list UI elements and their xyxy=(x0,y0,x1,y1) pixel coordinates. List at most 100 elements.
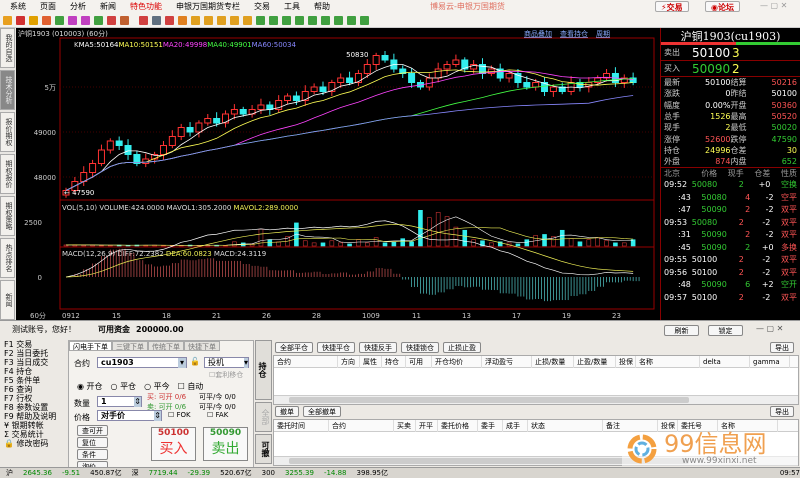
column-header[interactable]: 合约 xyxy=(329,419,394,432)
toolbar-button-icon[interactable] xyxy=(308,15,317,25)
tree-item[interactable]: F5 条件单 xyxy=(4,376,41,385)
toolbar-button-icon[interactable] xyxy=(139,15,148,25)
toolbar-button-icon[interactable] xyxy=(230,15,239,25)
menu-item[interactable]: 申银万国期货专栏 xyxy=(176,2,240,11)
position-action-button[interactable]: 快捷锁仓 xyxy=(401,342,439,353)
toolbar-button-icon[interactable] xyxy=(107,15,116,25)
sell-button[interactable]: 50090 卖出 xyxy=(203,427,248,461)
toolbar-button-icon[interactable] xyxy=(94,15,103,25)
left-tab[interactable]: 技术分析 xyxy=(0,70,15,110)
orders-table[interactable]: 委托时间 合约 买卖 开平 委托价格 委手 成手 状态 备注 投保 委托号 名称 xyxy=(273,419,799,466)
column-header[interactable]: 名称 xyxy=(636,355,700,368)
panel-window-controls[interactable]: — ▢ ✕ xyxy=(756,324,784,333)
column-header[interactable]: delta xyxy=(700,355,750,368)
column-header[interactable]: 委手 xyxy=(478,419,503,432)
offset-radios[interactable]: ◉ 开仓 ○ 平仓 ○ 平今 ☐ 自动 xyxy=(77,381,203,392)
menu-item[interactable]: 系统 xyxy=(10,2,26,11)
menu-item[interactable]: 新闻 xyxy=(100,2,116,11)
order-tabs[interactable]: 闪电手下单 三键下单 传统下单 快捷下单 xyxy=(69,341,253,351)
position-action-button[interactable]: 止损止盈 xyxy=(443,342,481,353)
tab-all-orders[interactable]: 全部 xyxy=(255,402,272,432)
column-header[interactable]: 投保 xyxy=(658,419,678,432)
toolbar-button-icon[interactable] xyxy=(120,15,129,25)
toolbar-button-icon[interactable] xyxy=(243,15,252,25)
order-side-button[interactable]: 复位 xyxy=(77,437,108,448)
toolbar-button-icon[interactable] xyxy=(360,15,369,25)
lock-icon[interactable]: 🔓 xyxy=(190,357,200,366)
tree-item[interactable]: ¥ 银期转帐 xyxy=(4,421,44,430)
export-orders-button[interactable]: 导出 xyxy=(770,406,794,417)
positions-scrollbar[interactable] xyxy=(274,395,798,404)
tick-list[interactable]: 09:52 50080 2 +0 空换:43 50080 4 -2 空平:47 50090 2 -2 双… xyxy=(661,179,800,304)
tree-item[interactable]: 🔒 修改密码 xyxy=(4,439,49,448)
column-header[interactable]: 持仓 xyxy=(382,355,406,368)
qty-stepper[interactable]: 1 ⇕ xyxy=(97,396,142,407)
column-header[interactable]: 浮动盈亏 xyxy=(482,355,532,368)
arb-checkbox[interactable]: ☐套利移仓 xyxy=(209,371,244,379)
column-header[interactable]: 委托价格 xyxy=(438,419,478,432)
order-tab[interactable]: 传统下单 xyxy=(148,341,184,351)
close-radio[interactable]: ○ 平仓 xyxy=(110,382,137,391)
order-tab[interactable]: 三键下单 xyxy=(112,341,148,351)
left-tab[interactable]: 我的自选 xyxy=(0,28,15,68)
toolbar-button-icon[interactable] xyxy=(256,15,265,25)
kline-chart[interactable]: 沪铜1903 (010003) (60分) 商品叠加 查看持仓 周期 KMA5:5016… xyxy=(16,28,660,320)
trade-button[interactable]: ⚡交易 xyxy=(655,1,689,12)
toolbar-button-icon[interactable] xyxy=(204,15,213,25)
tab-positions[interactable]: 持仓 xyxy=(255,340,272,400)
menu-item[interactable]: 交易 xyxy=(254,2,270,11)
column-header[interactable]: 名称 xyxy=(718,419,778,432)
positions-table[interactable]: 合约 方向 属性 持仓 可用 开仓均价 浮动盈亏 止损/数量 止盈/数量 投保 名称 delta gam… xyxy=(273,355,799,405)
column-header[interactable]: 买卖 xyxy=(394,419,416,432)
toolbar-button-icon[interactable] xyxy=(3,15,12,25)
tab-cancelable[interactable]: 可撤 xyxy=(255,434,272,464)
chart-header-link[interactable]: 商品叠加 xyxy=(524,29,552,38)
column-header[interactable]: 止损/数量 xyxy=(532,355,574,368)
toolbar-button-icon[interactable] xyxy=(347,15,356,25)
toolbar-button-icon[interactable] xyxy=(68,15,77,25)
column-header[interactable]: 成手 xyxy=(503,419,528,432)
menu-item[interactable]: 分析 xyxy=(70,2,86,11)
window-controls[interactable]: — ▢ ✕ xyxy=(760,1,788,10)
price-select[interactable]: 对手价 ⇕ xyxy=(97,410,162,421)
toolbar-button-icon[interactable] xyxy=(16,15,25,25)
auto-checkbox[interactable]: ☐ 自动 xyxy=(177,382,204,391)
open-radio[interactable]: ◉ 开仓 xyxy=(77,382,103,391)
tree-item[interactable]: F6 查询 xyxy=(4,385,33,394)
column-header[interactable]: 方向 xyxy=(338,355,360,368)
menu-item[interactable]: 特色功能 xyxy=(130,2,162,11)
fok-checkbox[interactable]: ☐ FOK xyxy=(168,411,191,419)
tree-item[interactable]: Σ 交易统计 xyxy=(4,430,44,439)
toolbar-button-icon[interactable] xyxy=(55,15,64,25)
forum-button[interactable]: ◉论坛 xyxy=(705,1,740,12)
menu-item[interactable]: 工具 xyxy=(284,2,300,11)
order-action-button[interactable]: 撤单 xyxy=(275,406,299,417)
toolbar-button-icon[interactable] xyxy=(321,15,330,25)
toolbar-button-icon[interactable] xyxy=(295,15,304,25)
refresh-button[interactable]: 刷新 xyxy=(664,325,699,336)
tree-item[interactable]: F2 当日委托 xyxy=(4,349,49,358)
order-action-button[interactable]: 全部撤单 xyxy=(303,406,341,417)
contract-select[interactable]: cu1903 ▾ xyxy=(97,357,187,368)
function-tree[interactable]: F1 交易 F2 当日委托 F3 当日成交 F4 持仓 F5 条件单 F6 查询 F7 行权… xyxy=(4,340,68,468)
tree-item[interactable]: F1 交易 xyxy=(4,340,33,349)
lock-button[interactable]: 锁定 xyxy=(708,325,743,336)
toolbar-button-icon[interactable] xyxy=(269,15,278,25)
toolbar-button-icon[interactable] xyxy=(42,15,51,25)
menu-item[interactable]: 页面 xyxy=(40,2,56,11)
column-header[interactable]: 开仓均价 xyxy=(432,355,482,368)
left-tab[interactable]: 期权策略 xyxy=(0,196,15,236)
buy-button[interactable]: 50100 买入 xyxy=(151,427,196,461)
column-header[interactable]: 委托号 xyxy=(678,419,718,432)
column-header[interactable]: 开平 xyxy=(416,419,438,432)
toolbar-button-icon[interactable] xyxy=(81,15,90,25)
position-action-button[interactable]: 快捷反手 xyxy=(359,342,397,353)
column-header[interactable]: 投保 xyxy=(616,355,636,368)
column-header[interactable]: 委托时间 xyxy=(274,419,329,432)
column-header[interactable]: 属性 xyxy=(360,355,382,368)
export-positions-button[interactable]: 导出 xyxy=(770,342,794,353)
close-today-radio[interactable]: ○ 平今 xyxy=(144,382,170,391)
order-tab[interactable]: 闪电手下单 xyxy=(69,341,112,351)
left-tab[interactable]: 热点排名 xyxy=(0,238,15,278)
column-header[interactable]: gamma xyxy=(750,355,790,368)
